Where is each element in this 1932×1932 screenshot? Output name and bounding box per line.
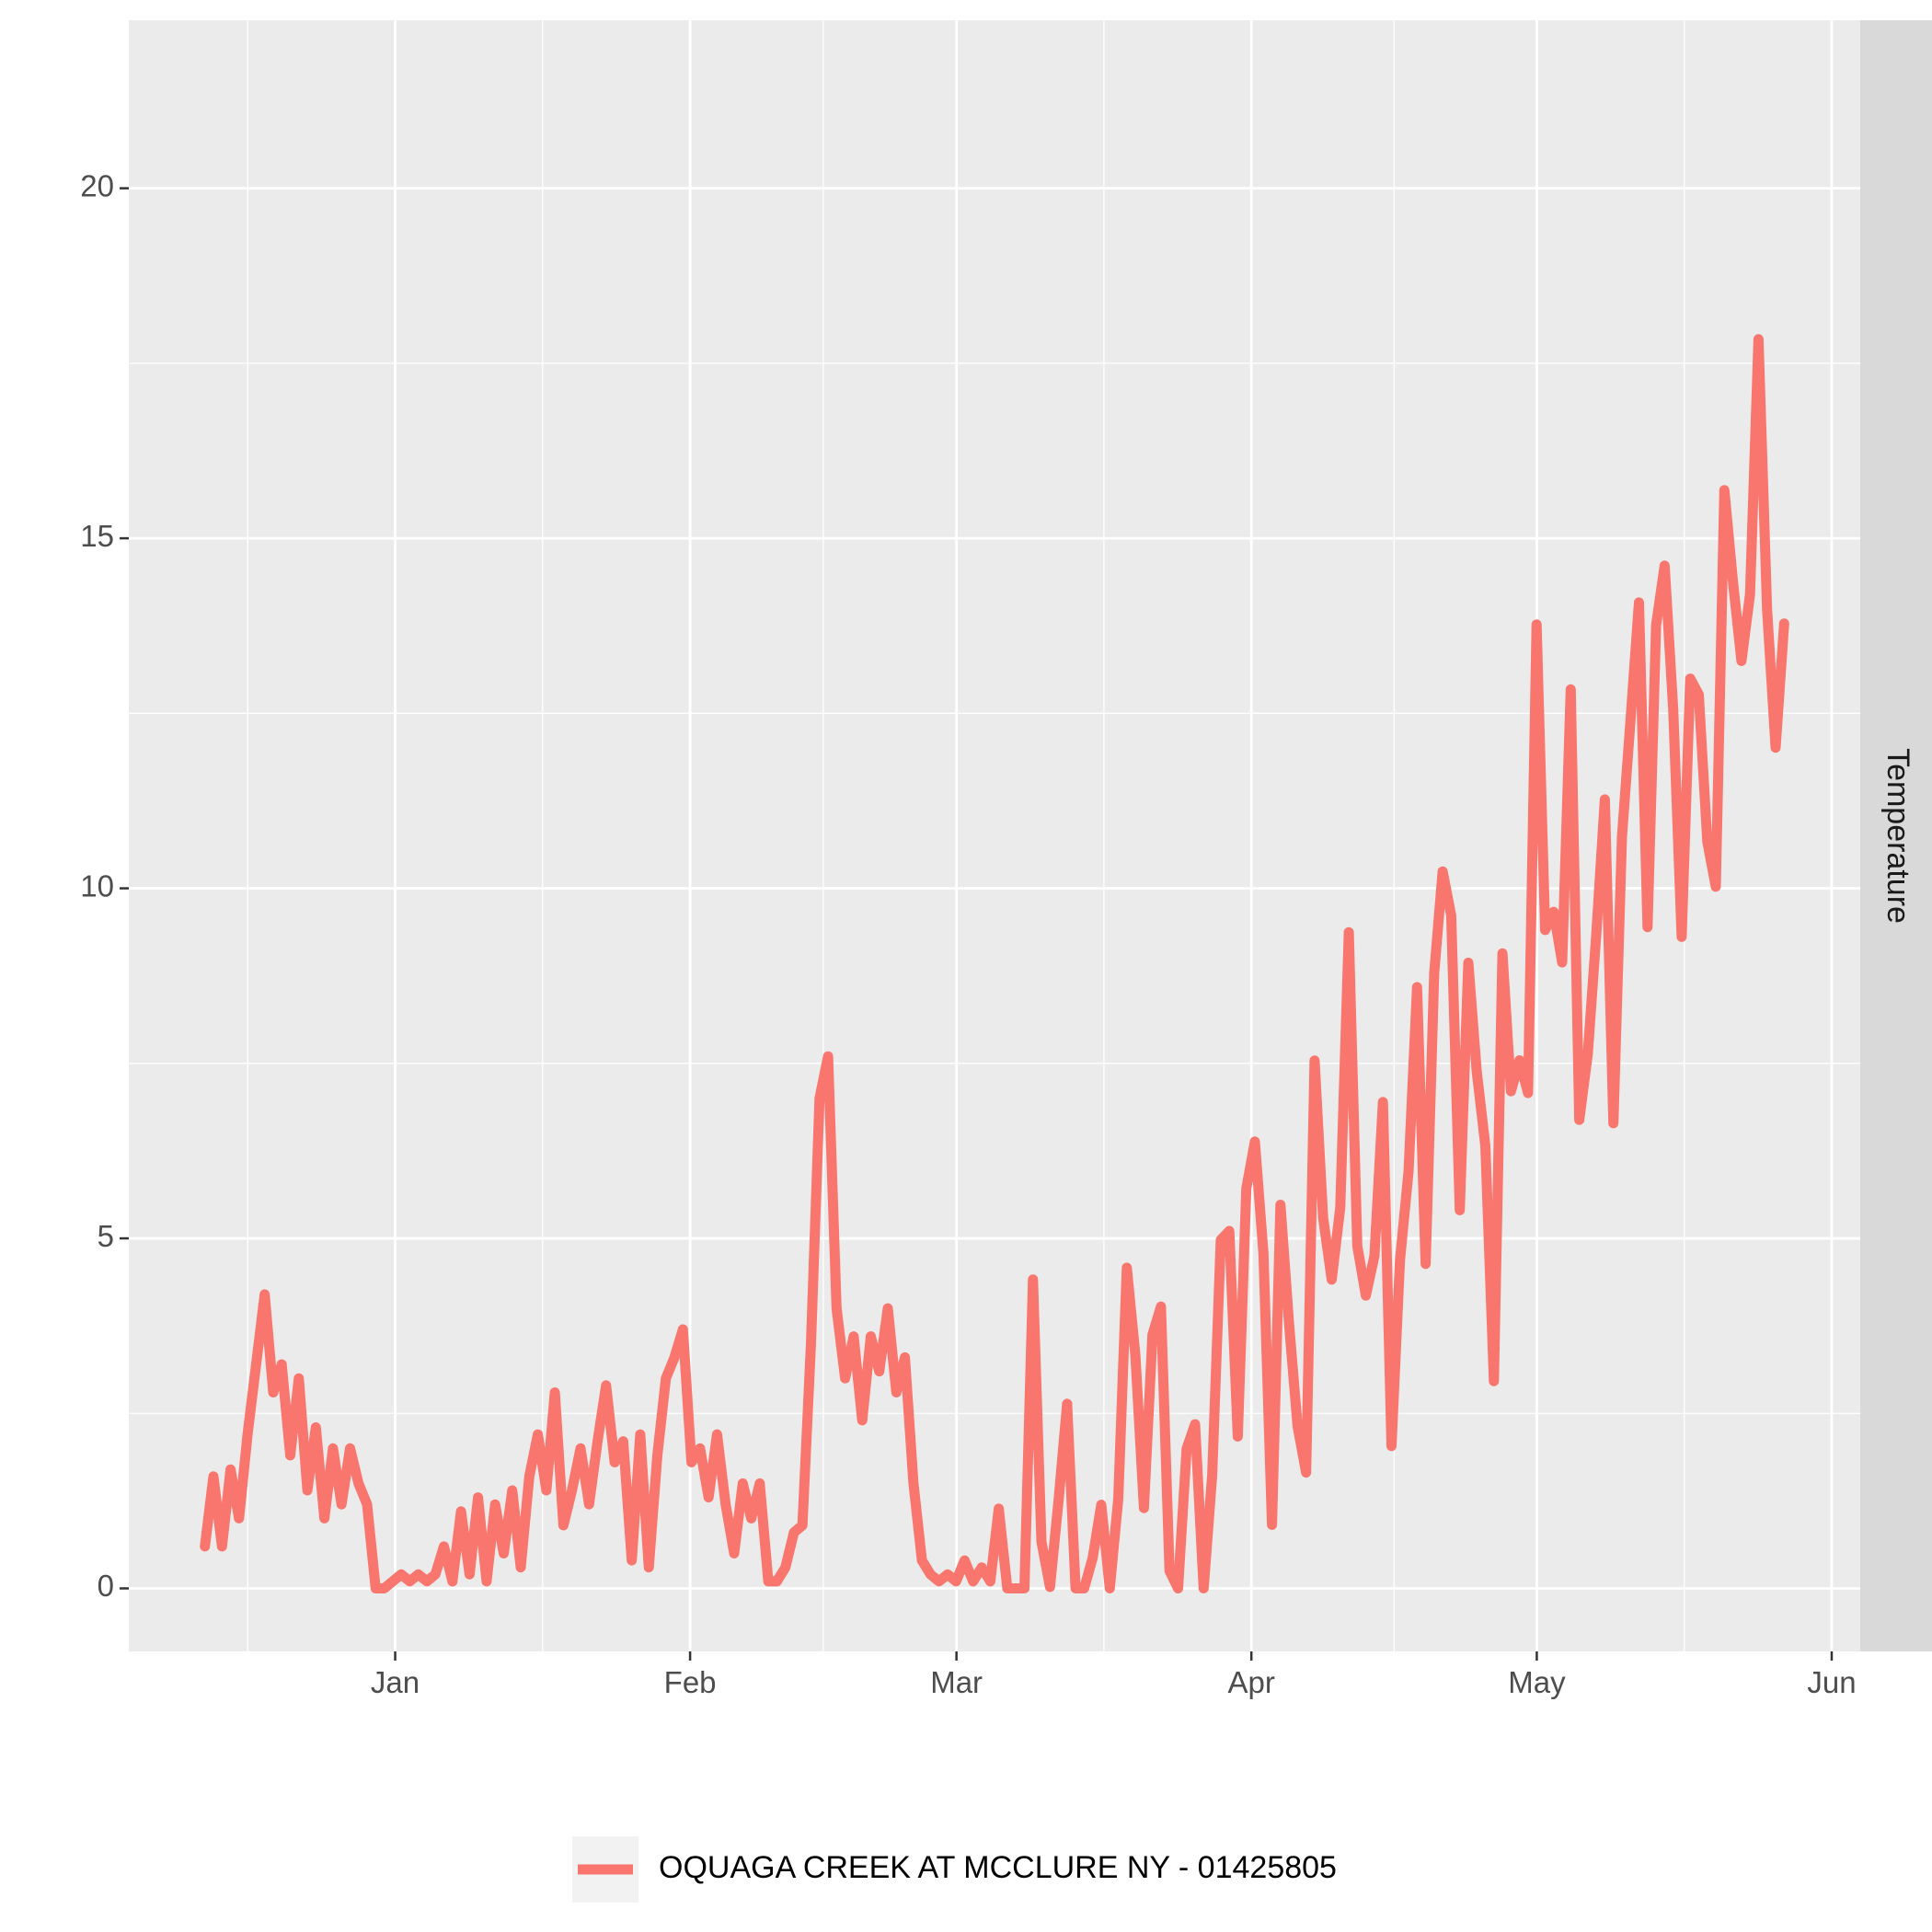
series-line (200, 334, 1789, 1593)
y-tick-label: 15 (80, 519, 114, 553)
x-tick-label: Jan (371, 1665, 420, 1699)
x-tick-label: Mar (930, 1665, 983, 1699)
facet-strip-background (1860, 20, 1932, 1651)
y-tick-label: 5 (98, 1219, 114, 1253)
x-tick-label: Jun (1807, 1665, 1856, 1699)
legend: OQUAGA CREEK AT MCCLURE NY - 01425805 (572, 1836, 1337, 1903)
y-tick-label: 0 (98, 1569, 114, 1603)
series-layer (200, 334, 1789, 1593)
y-tick-label: 10 (80, 868, 114, 903)
facet-strip: Temperature (1860, 20, 1932, 1651)
x-tick-label: Apr (1228, 1665, 1275, 1699)
x-axis: Jan Feb Mar Apr May Jun (371, 1651, 1857, 1699)
facet-strip-label: Temperature (1880, 748, 1915, 924)
x-tick-label: Feb (664, 1665, 717, 1699)
y-axis: 0 5 10 15 20 (80, 168, 129, 1603)
x-tick-label: May (1508, 1665, 1566, 1699)
legend-label: OQUAGA CREEK AT MCCLURE NY - 01425805 (659, 1850, 1337, 1885)
y-tick-label: 20 (80, 168, 114, 202)
